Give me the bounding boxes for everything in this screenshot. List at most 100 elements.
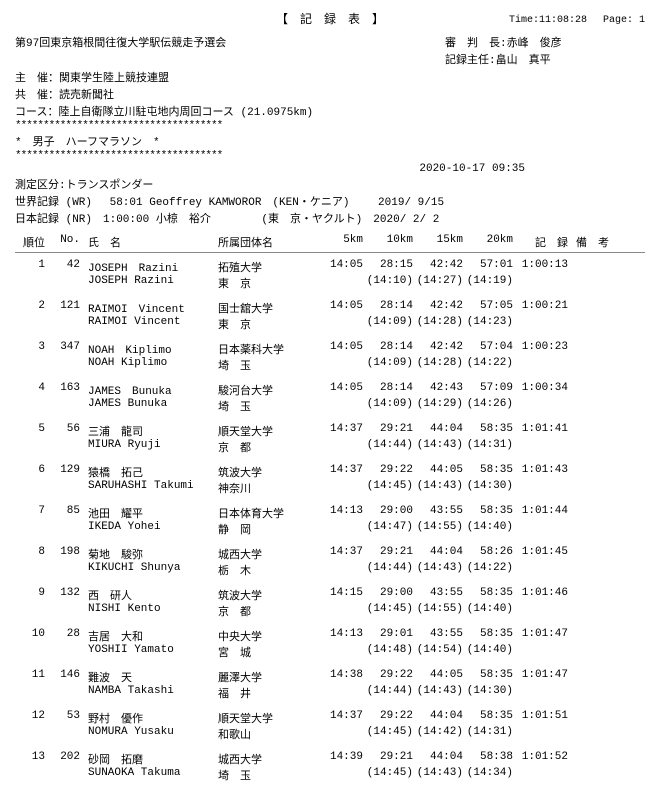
cell-15k-split: (14:28) <box>413 316 463 332</box>
col-10k: 10km <box>363 234 413 250</box>
cell-10k: 29:22 <box>363 464 413 480</box>
cell-team2: 栃 木 <box>218 562 318 578</box>
cell-name1: RAIMOI Vincent <box>80 300 218 316</box>
cell-20k: 58:35 <box>463 423 513 439</box>
cell-20k-split: (14:26) <box>463 398 513 414</box>
cell-rank: 10 <box>15 628 45 644</box>
cell-team1: 筑波大学 <box>218 464 318 480</box>
cell-name2: NOAH Kiplimo <box>80 357 218 373</box>
cell-20k: 57:05 <box>463 300 513 316</box>
time-label: Time:11:08:28 <box>509 15 587 26</box>
title-bracket: 【 記 録 表 】 <box>276 13 384 27</box>
cell-team1: 日本体育大学 <box>218 505 318 521</box>
cell-no: 56 <box>45 423 80 439</box>
cell-10k: 29:21 <box>363 546 413 562</box>
cell-5k: 14:38 <box>318 669 363 685</box>
cell-record: 1:01:43 <box>513 464 568 480</box>
cell-name1: 池田 耀平 <box>80 505 218 521</box>
cell-name1: 砂岡 拓磨 <box>80 751 218 767</box>
cell-team1: 国士舘大学 <box>218 300 318 316</box>
cell-team2: 京 都 <box>218 439 318 455</box>
result-row: 4163JAMES Bunuka駿河台大学14:0528:1442:4357:0… <box>15 382 645 414</box>
cell-15k-split: (14:27) <box>413 275 463 291</box>
cell-team2: 宮 城 <box>218 644 318 660</box>
cell-10k: 29:00 <box>363 505 413 521</box>
result-row: 1028吉居 大和中央大学14:1329:0143:5558:351:01:47… <box>15 628 645 660</box>
cell-15k: 42:42 <box>413 341 463 357</box>
cell-name2: JOSEPH Razini <box>80 275 218 291</box>
results-list: 142JOSEPH Razini拓殖大学14:0528:1542:4257:01… <box>15 259 645 783</box>
cell-5k: 14:37 <box>318 423 363 439</box>
cell-name2: SUNAOKA Takuma <box>80 767 218 783</box>
cell-name2: KIKUCHI Shunya <box>80 562 218 578</box>
result-row: 142JOSEPH Razini拓殖大学14:0528:1542:4257:01… <box>15 259 645 291</box>
cell-rank: 3 <box>15 341 45 357</box>
col-5k: 5km <box>318 234 363 250</box>
cell-no: 85 <box>45 505 80 521</box>
cell-5k: 14:13 <box>318 505 363 521</box>
cell-10k: 29:01 <box>363 628 413 644</box>
col-15k: 15km <box>413 234 463 250</box>
cell-20k-split: (14:30) <box>463 480 513 496</box>
col-name: 氏 名 <box>80 234 218 250</box>
cell-20k-split: (14:31) <box>463 726 513 742</box>
judge-chief: 審 判 長:赤峰 俊彦 <box>445 34 645 50</box>
cell-team1: 順天堂大学 <box>218 423 318 439</box>
cell-5k: 14:05 <box>318 382 363 398</box>
cell-20k-split: (14:31) <box>463 439 513 455</box>
cell-name1: JOSEPH Razini <box>80 259 218 275</box>
cell-10k: 29:21 <box>363 751 413 767</box>
record-datetime: 2020-10-17 09:35 <box>15 163 645 175</box>
cell-no: 146 <box>45 669 80 685</box>
cell-20k-split: (14:22) <box>463 562 513 578</box>
event-name: 第97回東京箱根間往復大学駅伝競走予選会 <box>15 34 445 50</box>
cell-15k-split: (14:43) <box>413 767 463 783</box>
organizer: 主 催：関東学生陸上競技連盟 <box>15 69 645 85</box>
cell-rank: 8 <box>15 546 45 562</box>
result-row: 8198菊地 駿弥城西大学14:3729:2144:0458:261:01:45… <box>15 546 645 578</box>
cell-rank: 12 <box>15 710 45 726</box>
cell-team2: 埼 玉 <box>218 767 318 783</box>
cell-no: 132 <box>45 587 80 603</box>
header-bar: 【 記 録 表 】 Time:11:08:28 Page: 1 <box>15 10 645 27</box>
cell-record: 1:01:47 <box>513 669 568 685</box>
cell-15k-split: (14:55) <box>413 521 463 537</box>
cell-15k: 42:42 <box>413 259 463 275</box>
result-row: 13202砂岡 拓磨城西大学14:3929:2144:0458:381:01:5… <box>15 751 645 783</box>
cell-15k: 44:05 <box>413 464 463 480</box>
cell-20k: 58:35 <box>463 505 513 521</box>
result-row: 3347NOAH Kiplimo日本薬科大学14:0528:1442:4257:… <box>15 341 645 373</box>
cell-name1: 西 研人 <box>80 587 218 603</box>
cell-name2: IKEDA Yohei <box>80 521 218 537</box>
coorganizer: 共 催：読売新聞社 <box>15 86 645 102</box>
cell-20k-split: (14:40) <box>463 644 513 660</box>
result-row: 556三浦 龍司順天堂大学14:3729:2144:0458:351:01:41… <box>15 423 645 455</box>
cell-20k: 58:35 <box>463 628 513 644</box>
cell-rank: 5 <box>15 423 45 439</box>
cell-team2: 埼 玉 <box>218 398 318 414</box>
cell-name1: 野村 優作 <box>80 710 218 726</box>
cell-record: 1:01:51 <box>513 710 568 726</box>
cell-name1: 吉居 大和 <box>80 628 218 644</box>
cell-5k: 14:05 <box>318 259 363 275</box>
cell-record: 1:01:46 <box>513 587 568 603</box>
col-note: 備 考 <box>568 234 616 250</box>
result-row: 2121RAIMOI Vincent国士舘大学14:0528:1442:4257… <box>15 300 645 332</box>
cell-name2: NAMBA Takashi <box>80 685 218 701</box>
measure-category: 測定区分:トランスポンダー <box>15 176 645 192</box>
cell-15k: 44:04 <box>413 710 463 726</box>
cell-15k: 44:05 <box>413 669 463 685</box>
cell-15k-split: (14:43) <box>413 439 463 455</box>
cell-15k-split: (14:55) <box>413 603 463 619</box>
cell-5k: 14:13 <box>318 628 363 644</box>
race-title: * 男子 ハーフマラソン * <box>15 133 645 149</box>
cell-name2: RAIMOI Vincent <box>80 316 218 332</box>
cell-no: 121 <box>45 300 80 316</box>
cell-no: 129 <box>45 464 80 480</box>
cell-10k: 28:14 <box>363 300 413 316</box>
cell-no: 163 <box>45 382 80 398</box>
cell-rank: 1 <box>15 259 45 275</box>
cell-rank: 13 <box>15 751 45 767</box>
cell-no: 347 <box>45 341 80 357</box>
cell-15k-split: (14:42) <box>413 726 463 742</box>
